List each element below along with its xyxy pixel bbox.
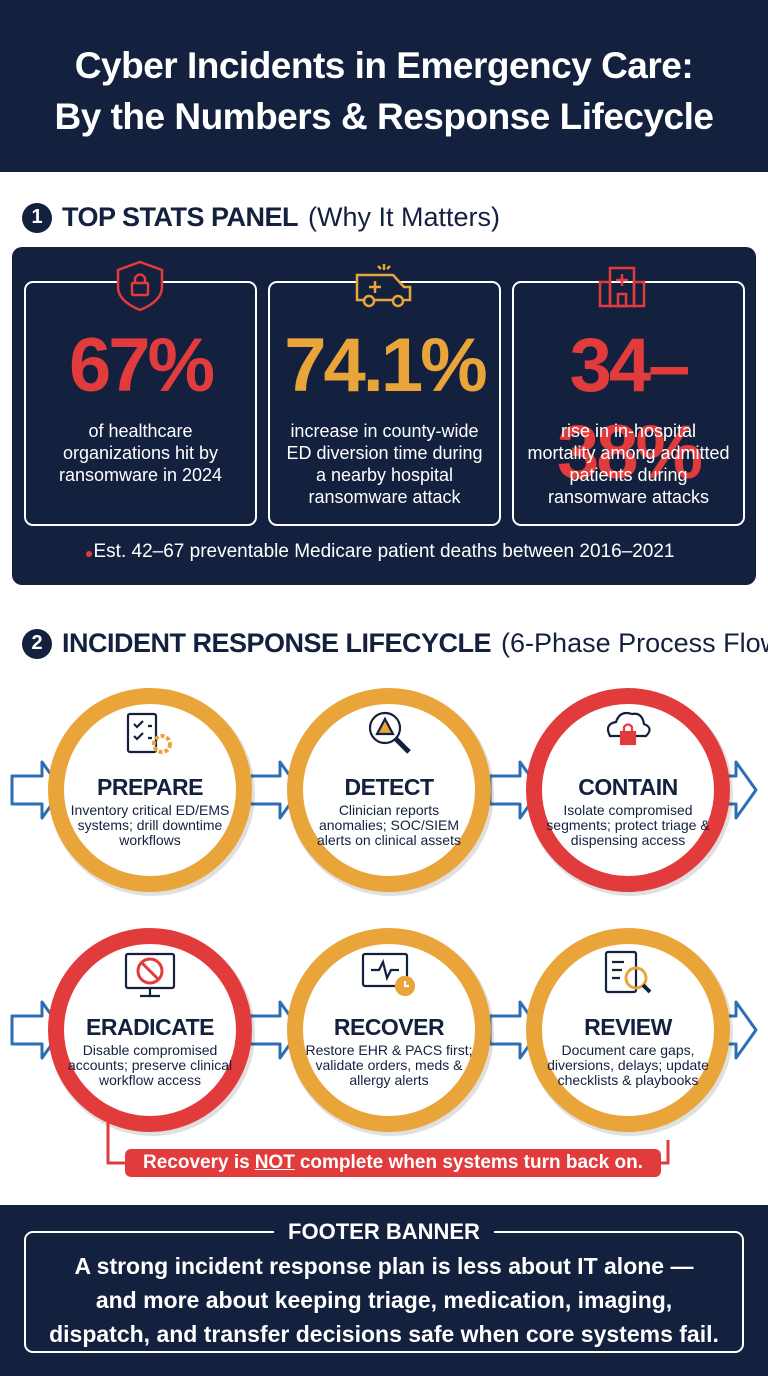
stat-text: rise in in-hospital mortality among admi… [527,421,730,507]
stat-value: 74.1% [284,323,488,408]
stat-text: of healthcare organizations hit by ranso… [58,421,223,485]
icon-part [403,981,409,988]
stat-text: increase in county-wide ED diversion tim… [286,421,483,507]
bullet [86,551,92,557]
icon-part [394,737,411,754]
phase-text: Disable compromised accounts; preserve c… [67,1042,233,1088]
phase-name: CONTAIN [578,774,678,800]
stats-note: Est. 42–67 preventable Medicare patient … [93,541,675,562]
footer-line: A strong incident response plan is less … [74,1253,694,1279]
callout: Recovery is NOT complete when systems tu… [125,1149,661,1177]
section-title: TOP STATS PANEL [62,202,299,232]
icon-part [624,966,648,990]
footer-line: dispatch, and transfer decisions safe wh… [49,1321,719,1347]
title-line: Cyber Incidents in Emergency Care: [74,45,694,86]
icon-part [152,734,172,754]
ambulance-icon [355,264,412,308]
icon-part [606,711,651,738]
phase-icon [361,952,416,997]
shield-icon [116,260,164,312]
stat-value: 34–38% [556,323,703,495]
callout-text: Recovery is [143,1152,250,1173]
phase-name: DETECT [344,774,435,800]
icon-part [375,716,395,736]
section-subtitle: (Why It Matters) [308,202,501,232]
stat-card [512,281,745,526]
icon-part [140,988,160,998]
callout-bracket [106,1115,670,1165]
title-line: By the Numbers & Response Lifecycle [54,96,715,137]
icon-part [136,957,164,985]
phase-ring [526,688,730,892]
section-heading: 1 TOP STATS PANEL (Why It Matters) [22,202,500,233]
phase-icon [368,711,411,754]
phase-text: Isolate compromised segments; protect tr… [546,802,710,848]
icon-part [140,961,160,981]
hospital-icon [598,266,646,308]
phase-name: REVIEW [584,1014,672,1040]
icon-part [126,712,158,754]
footer-line: and more about keeping triage, medicatio… [95,1287,673,1313]
phase-icons [124,711,652,998]
section-heading: 2 INCIDENT RESPONSE LIFECYCLE (6-Phase P… [22,628,768,659]
header-band [0,0,768,172]
icon-part [622,723,634,732]
phase-ring [287,928,491,1132]
phase-icon [126,712,172,754]
icon-part [641,983,652,994]
phase-name: RECOVER [333,1014,445,1040]
phase-name: ERADICATE [86,1014,214,1040]
stats-panel [12,247,756,585]
footer-label: FOOTER BANNER [274,1219,494,1244]
phase-name: PREPARE [97,774,204,800]
section-number: 1 [22,202,52,233]
stat-value: 67% [68,323,215,408]
phase-text: Restore EHR & PACS first; validate order… [305,1042,473,1088]
phase-text: Clinician reports anomalies; SOC/SIEM al… [317,802,461,848]
phase-ring [526,928,730,1132]
process-flow [10,688,758,1136]
icon-part [612,960,624,980]
section-title: INCIDENT RESPONSE LIFECYCLE [62,628,492,658]
icon-part [371,958,399,982]
phase-text: Document care gaps, diversions, delays; … [547,1042,709,1088]
phase-icon [606,711,651,746]
icon-part [361,952,409,988]
icon-part [133,720,152,741]
icon-part [368,711,402,745]
phase-ring [48,928,252,1132]
phase-icon [604,950,652,994]
phase-ring [48,688,252,892]
callout-emphasis: NOT [254,1152,295,1173]
phase-icon [124,952,176,998]
phase-ring [287,688,491,892]
icon-part [604,950,638,994]
section-subtitle: (6-Phase Process Flow) [501,628,768,658]
icon-part [619,730,637,746]
callout-text: complete when systems turn back on. [299,1152,643,1173]
phase-text: Inventory critical ED/EMS systems; drill… [70,802,230,848]
section-number: 2 [22,628,52,659]
footer-label-wrap: FOOTER BANNER [0,1219,768,1245]
